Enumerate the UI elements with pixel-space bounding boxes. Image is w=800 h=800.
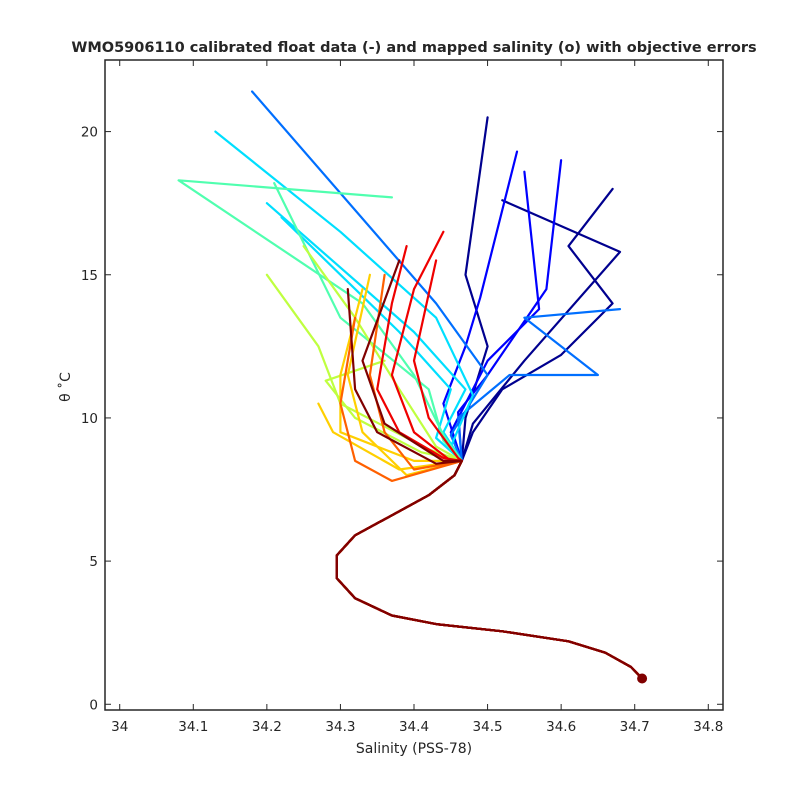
series-line [335,308,644,680]
series-line [335,259,644,680]
axes: 34 34.1 34.2 34.3 34.4 34.5 34.6 34.7 34.8 0 5 10 15… [81,60,723,735]
x-tick-label: 34.3 [325,719,355,735]
series-line [335,288,644,680]
y-tick-label: 0 [89,697,98,713]
x-axis-label: Salinity (PSS-78) [356,741,472,757]
series-line [335,199,644,680]
y-axis-label: θ ˚C [57,372,74,402]
y-tick-label: 20 [81,125,98,141]
series-line [335,288,644,680]
mapped-salinity-marker [637,673,648,684]
x-tick-label: 34.4 [399,719,429,735]
series-line [335,259,644,680]
chart-title: WMO5906110 calibrated float data (-) and… [71,40,756,56]
plot-area-frame [104,59,724,711]
series-line [324,359,644,680]
series-line [177,179,644,680]
x-tick-label: 34.7 [620,719,650,735]
x-tick-label: 34.6 [546,719,576,735]
series-line [317,402,644,680]
x-tick-label: 34.2 [252,719,282,735]
y-tick-label: 5 [89,554,98,570]
x-tick-label: 34 [111,719,128,735]
series-line [265,273,644,680]
x-tick-label: 34.8 [693,719,723,735]
y-tick-label: 10 [81,411,98,427]
x-tick-label: 34.5 [473,719,503,735]
series-lines [177,90,648,684]
x-tick-label: 34.1 [178,719,208,735]
y-tick-label: 15 [81,268,98,284]
